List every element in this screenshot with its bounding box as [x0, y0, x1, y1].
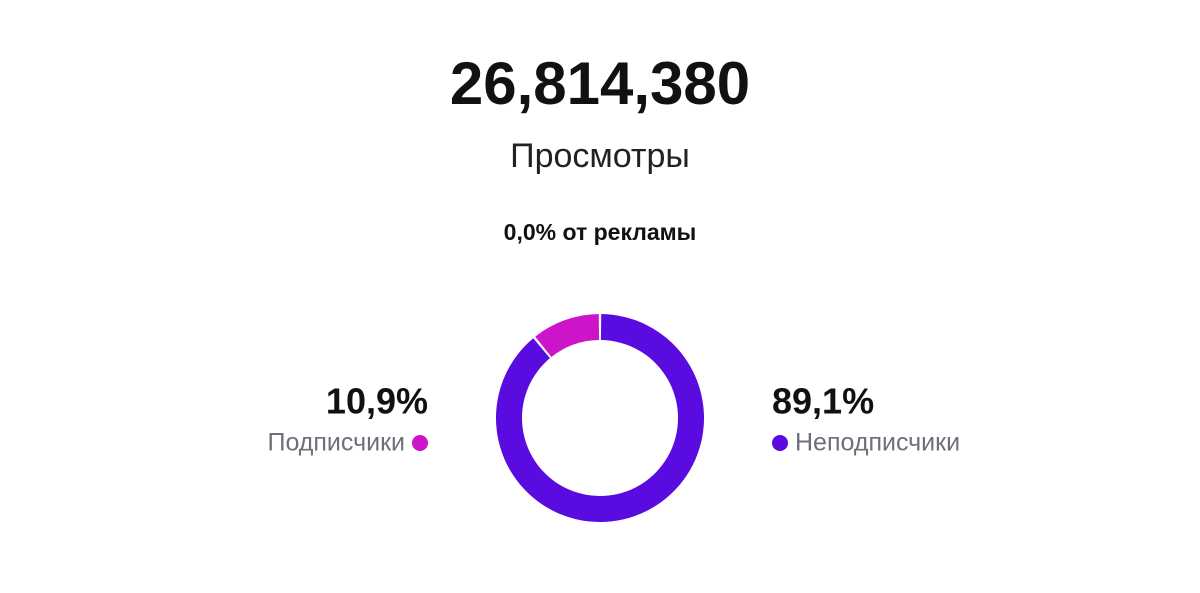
- ads-note: 0,0% от рекламы: [504, 219, 697, 245]
- total-views: 26,814,380: [450, 50, 750, 117]
- percent-label: 10,9%: [326, 381, 428, 422]
- legend-dot: [412, 435, 428, 451]
- legend-label: Подписчики: [267, 429, 405, 457]
- doughnut-chart: 10,9% Подписчики 89,1% Неподписчики: [267, 314, 960, 523]
- legend-dot: [772, 435, 788, 451]
- legend-label: Неподписчики: [795, 429, 960, 457]
- views-label: Просмотры: [510, 137, 690, 175]
- doughnut-segment: [535, 314, 600, 358]
- percent-label: 89,1%: [772, 381, 874, 422]
- doughnut-segment: [496, 314, 704, 523]
